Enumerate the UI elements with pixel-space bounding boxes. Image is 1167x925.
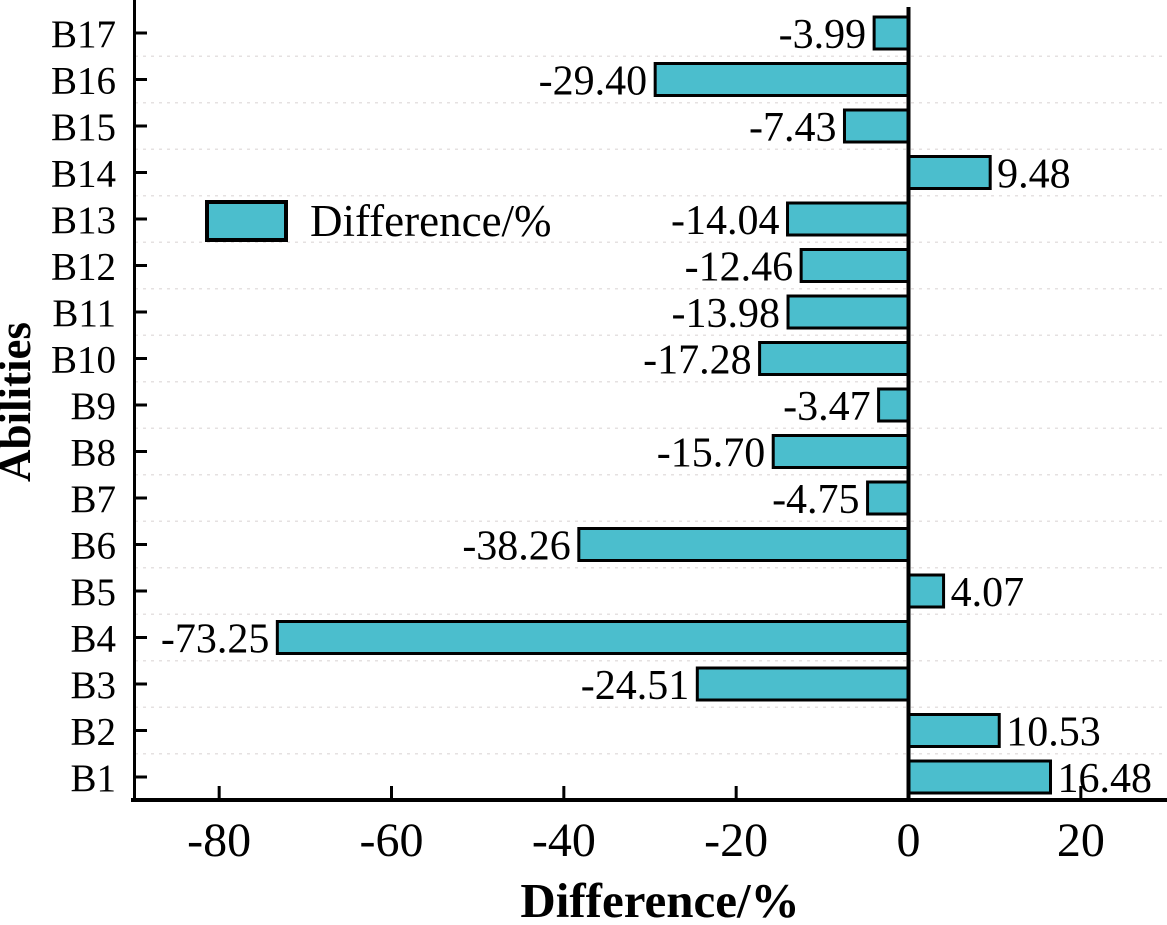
legend-label: Difference/% [310, 196, 552, 246]
bar-value-label-B5: 4.07 [951, 570, 1025, 616]
y-tick-label-B1: B1 [70, 757, 116, 800]
bar-B12 [799, 248, 911, 283]
bar-B9 [877, 387, 910, 423]
y-tick-label-B5: B5 [70, 571, 116, 614]
y-tick-label-B10: B10 [51, 339, 116, 382]
y-tick-label-B3: B3 [70, 664, 116, 707]
bar-B7 [866, 480, 911, 516]
bar-B13 [786, 201, 910, 237]
bar-B16 [653, 62, 910, 97]
y-tick-label-B16: B16 [51, 60, 116, 103]
bar-value-label-B14: 9.48 [997, 152, 1071, 198]
legend-swatch [205, 200, 288, 242]
bar-B15 [842, 108, 910, 144]
bar-B2 [907, 713, 1001, 748]
y-tick-label-B6: B6 [70, 525, 116, 568]
x-tick-label-20: 20 [1057, 814, 1105, 867]
y-tick-label-B7: B7 [70, 478, 116, 521]
bar-value-label-B11: -13.98 [672, 291, 781, 337]
bar-value-label-B16: -29.40 [539, 59, 648, 105]
bar-B14 [907, 155, 992, 190]
bar-value-label-B7: -4.75 [772, 477, 860, 523]
x-tick-label--20: -20 [704, 814, 768, 867]
bar-value-label-B13: -14.04 [671, 198, 780, 244]
bar-B1 [907, 759, 1053, 795]
bar-value-label-B15: -7.43 [749, 105, 837, 151]
bar-value-label-B2: 10.53 [1006, 710, 1101, 756]
legend: Difference/% [205, 196, 552, 246]
bar-value-label-B6: -38.26 [462, 524, 571, 570]
bar-B6 [577, 527, 911, 562]
bar-B3 [695, 666, 910, 702]
y-tick-label-B17: B17 [51, 13, 116, 56]
x-tick-label--40: -40 [532, 814, 596, 867]
y-tick-label-B15: B15 [51, 106, 116, 149]
x-axis-title: Difference/% [520, 873, 799, 925]
label-layer: -3.99 B17 -29.40 B16 -7.43 B15 9.48 B14 -14.04 B1… [51, 7, 1152, 867]
y-tick-label-B9: B9 [70, 385, 116, 428]
bar-B5 [907, 573, 946, 609]
bar-value-label-B4: -73.25 [161, 617, 270, 663]
y-tick-label-B14: B14 [51, 153, 116, 196]
x-tick-label--60: -60 [360, 814, 424, 867]
bar-value-label-B9: -3.47 [783, 384, 871, 430]
bar-layer [275, 15, 1053, 795]
x-tick-label-0: 0 [897, 814, 921, 867]
bar-value-label-B3: -24.51 [581, 663, 690, 709]
y-tick-label-B13: B13 [51, 199, 116, 242]
bar-B11 [786, 294, 910, 330]
bar-value-label-B17: -3.99 [779, 12, 867, 58]
bar-value-label-B1: 16.48 [1058, 756, 1153, 802]
y-tick-label-B4: B4 [70, 618, 116, 661]
y-tick-label-B11: B11 [52, 292, 116, 335]
bar-value-label-B8: -15.70 [657, 431, 766, 477]
bar-B17 [872, 15, 911, 51]
bar-value-label-B10: -17.28 [643, 338, 752, 384]
y-tick-label-B12: B12 [51, 246, 116, 289]
bar-B10 [758, 341, 910, 376]
x-tick-label--80: -80 [187, 814, 251, 867]
y-tick-label-B8: B8 [70, 432, 116, 475]
bar-B8 [771, 434, 910, 469]
y-axis-title: Abilities [0, 322, 40, 482]
bar-value-label-B12: -12.46 [685, 245, 794, 291]
y-tick-label-B2: B2 [70, 711, 116, 754]
bar-B4 [275, 620, 910, 655]
